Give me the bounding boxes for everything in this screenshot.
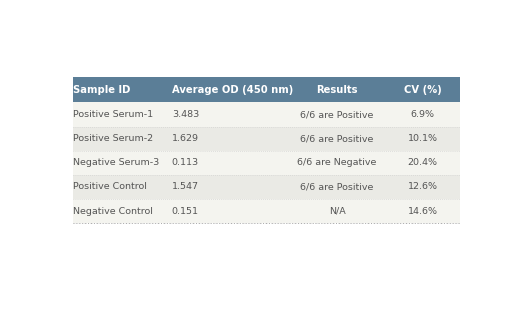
FancyBboxPatch shape (73, 102, 460, 127)
Text: Negative Serum-3: Negative Serum-3 (73, 158, 159, 167)
FancyBboxPatch shape (73, 127, 460, 151)
Text: 0.151: 0.151 (172, 207, 199, 216)
Text: Positive Serum-2: Positive Serum-2 (73, 134, 153, 143)
Text: 1.547: 1.547 (172, 182, 199, 191)
Text: Negative Control: Negative Control (73, 207, 153, 216)
Text: 6/6 are Negative: 6/6 are Negative (297, 158, 376, 167)
Text: N/A: N/A (329, 207, 345, 216)
FancyBboxPatch shape (73, 76, 460, 102)
Text: 14.6%: 14.6% (408, 207, 438, 216)
FancyBboxPatch shape (73, 199, 460, 223)
Text: Positive Control: Positive Control (73, 182, 147, 191)
Text: 6/6 are Positive: 6/6 are Positive (301, 182, 374, 191)
Text: 0.113: 0.113 (172, 158, 199, 167)
FancyBboxPatch shape (73, 151, 460, 175)
Text: 10.1%: 10.1% (408, 134, 438, 143)
Text: 3.483: 3.483 (172, 110, 199, 119)
Text: 6/6 are Positive: 6/6 are Positive (301, 110, 374, 119)
Text: 20.4%: 20.4% (408, 158, 438, 167)
Text: 1.629: 1.629 (172, 134, 199, 143)
Text: Sample ID: Sample ID (73, 84, 131, 94)
Text: Positive Serum-1: Positive Serum-1 (73, 110, 153, 119)
Text: CV (%): CV (%) (404, 84, 441, 94)
Text: Results: Results (316, 84, 358, 94)
FancyBboxPatch shape (73, 175, 460, 199)
Text: Average OD (450 nm): Average OD (450 nm) (172, 84, 293, 94)
Text: 6.9%: 6.9% (411, 110, 435, 119)
Text: 12.6%: 12.6% (408, 182, 438, 191)
Text: 6/6 are Positive: 6/6 are Positive (301, 134, 374, 143)
